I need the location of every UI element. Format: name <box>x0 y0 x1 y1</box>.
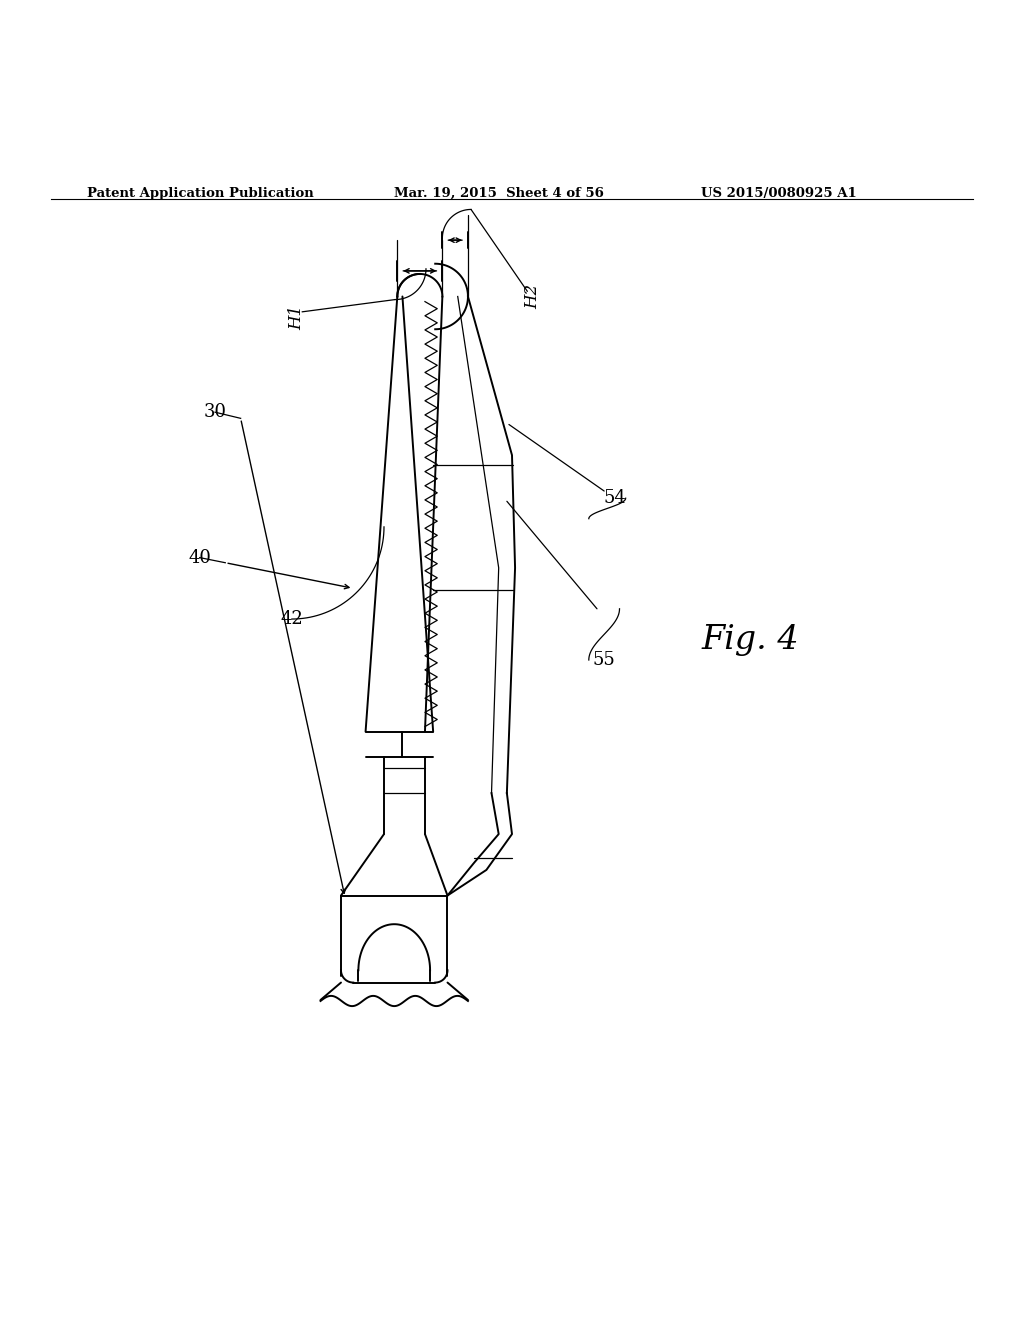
Text: Mar. 19, 2015  Sheet 4 of 56: Mar. 19, 2015 Sheet 4 of 56 <box>394 187 604 199</box>
Text: 40: 40 <box>188 549 211 566</box>
Text: 55: 55 <box>593 651 615 669</box>
Text: US 2015/0080925 A1: US 2015/0080925 A1 <box>701 187 857 199</box>
Text: H2: H2 <box>524 284 541 309</box>
Text: 30: 30 <box>204 403 226 421</box>
Text: Fig. 4: Fig. 4 <box>701 623 799 656</box>
Text: Patent Application Publication: Patent Application Publication <box>87 187 313 199</box>
Text: H1: H1 <box>289 305 305 330</box>
Text: 54: 54 <box>603 490 626 507</box>
Text: 42: 42 <box>281 610 303 628</box>
